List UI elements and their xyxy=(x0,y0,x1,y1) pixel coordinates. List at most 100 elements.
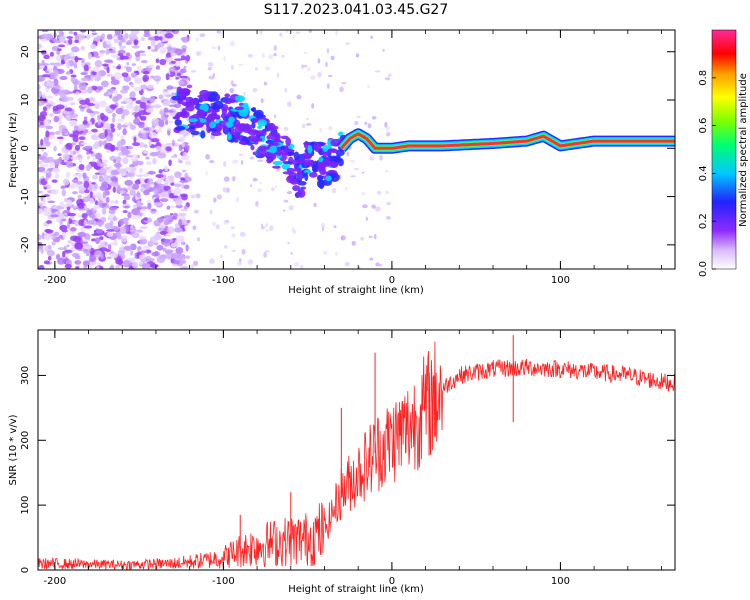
heatmap-speckle xyxy=(64,257,68,262)
heatmap-speckle xyxy=(115,65,121,70)
heatmap-speckle xyxy=(284,87,288,93)
heatmap-speckle xyxy=(142,74,150,82)
heatmap-blob xyxy=(267,122,276,131)
heatmap-speckle xyxy=(88,97,96,103)
heatmap-speckle xyxy=(133,136,137,143)
heatmap-speckle xyxy=(186,84,193,89)
heatmap-speckle xyxy=(133,70,139,74)
heatmap-speckle xyxy=(132,183,140,191)
heatmap-speckle xyxy=(139,53,147,57)
heatmap-speckle xyxy=(265,229,270,232)
heatmap-speckle xyxy=(147,202,152,210)
heatmap-speckle xyxy=(374,70,381,73)
heatmap-speckle xyxy=(177,254,186,262)
heatmap-speckle xyxy=(86,123,90,127)
heatmap-speckle xyxy=(167,226,175,234)
heatmap-speckle xyxy=(208,75,215,80)
heatmap-speckle xyxy=(73,62,78,69)
heatmap-speckle xyxy=(96,265,100,269)
heatmap-speckle xyxy=(72,252,80,258)
heatmap-speckle xyxy=(80,72,88,76)
heatmap-speckle xyxy=(265,223,268,227)
heatmap-speckle xyxy=(95,212,101,219)
heatmap-speckle xyxy=(83,180,90,189)
heatmap-speckle xyxy=(326,83,329,86)
heatmap-speckle xyxy=(110,54,119,58)
heatmap-blob xyxy=(296,171,302,181)
heatmap-blob xyxy=(228,116,235,124)
heatmap-speckle xyxy=(282,209,286,212)
heatmap-blob xyxy=(229,131,241,136)
heatmap-blob xyxy=(322,144,329,152)
heatmap-speckle xyxy=(168,120,174,124)
heatmap-speckle xyxy=(371,116,377,120)
heatmap-speckle xyxy=(122,45,127,49)
heatmap-speckle xyxy=(249,156,255,160)
snr-panel: -200 -100 0 100 0 100 200 300 Height of straigh… xyxy=(8,329,676,595)
heatmap-speckle xyxy=(47,99,53,104)
heatmap-speckle xyxy=(317,71,322,78)
heatmap-speckle xyxy=(117,234,122,240)
heatmap-speckle xyxy=(61,185,67,189)
heatmap-ridge-band xyxy=(340,132,675,150)
heatmap-speckle xyxy=(46,249,56,257)
heatmap-speckle xyxy=(87,86,93,94)
heatmap-speckle xyxy=(134,179,141,185)
heatmap-speckle xyxy=(164,112,171,115)
heatmap-speckle xyxy=(181,194,188,201)
heatmap-speckle xyxy=(104,166,110,171)
heatmap-speckle xyxy=(41,30,49,33)
heatmap-speckle xyxy=(134,51,141,57)
heatmap-speckle xyxy=(38,43,42,49)
heatmap-speckle xyxy=(83,225,93,229)
heatmap-speckle xyxy=(56,49,61,56)
heatmap-speckle xyxy=(387,73,392,77)
heatmap-speckle xyxy=(184,160,192,166)
heatmap-speckle xyxy=(178,212,187,217)
heatmap-blob xyxy=(290,178,299,185)
heatmap-speckle xyxy=(120,89,128,94)
heatmap-speckle xyxy=(181,48,187,53)
heatmap-speckle xyxy=(113,159,117,164)
heatmap-speckle xyxy=(183,65,187,69)
heatmap-speckle xyxy=(285,30,289,33)
heatmap-speckle xyxy=(143,217,148,221)
heatmap-speckle xyxy=(49,208,58,213)
heatmap-speckle xyxy=(257,188,263,193)
heatmap-blob xyxy=(188,118,198,123)
heatmap-speckle xyxy=(71,108,75,115)
heatmap-blob xyxy=(265,139,274,144)
heatmap-speckle xyxy=(109,104,117,109)
heatmap-speckle xyxy=(110,169,119,176)
heatmap-blob xyxy=(199,118,207,123)
heatmap-speckle xyxy=(41,59,45,66)
heatmap-speckle xyxy=(63,178,70,186)
heatmap-blob xyxy=(251,118,259,123)
heatmap-blob xyxy=(297,159,305,164)
heatmap-speckle xyxy=(226,187,230,193)
heatmap-speckle xyxy=(49,113,54,118)
heatmap-speckle xyxy=(358,266,361,269)
heatmap-speckle xyxy=(143,189,150,196)
snr-frame xyxy=(37,329,676,571)
heatmap-speckle xyxy=(123,260,130,268)
heatmap-speckle xyxy=(64,263,72,269)
heatmap-speckle xyxy=(327,74,333,78)
heatmap-speckle xyxy=(138,254,146,259)
heatmap-speckle xyxy=(110,264,115,269)
heatmap-speckle xyxy=(59,55,63,58)
heatmap-speckle xyxy=(137,65,142,72)
heatmap-speckle xyxy=(349,159,356,163)
heatmap-blob xyxy=(175,125,186,131)
heatmap-speckle xyxy=(40,249,44,254)
heatmap-speckle xyxy=(179,160,183,164)
heatmap-speckle xyxy=(365,216,368,221)
snr-line xyxy=(38,341,675,570)
heatmap-speckle xyxy=(78,163,85,171)
heatmap-speckle xyxy=(127,145,134,150)
heatmap-speckle xyxy=(386,201,392,206)
heatmap-speckle xyxy=(68,30,74,35)
heatmap-speckle xyxy=(110,79,120,86)
heatmap-blob xyxy=(325,158,331,166)
heatmap-speckle xyxy=(50,80,55,88)
